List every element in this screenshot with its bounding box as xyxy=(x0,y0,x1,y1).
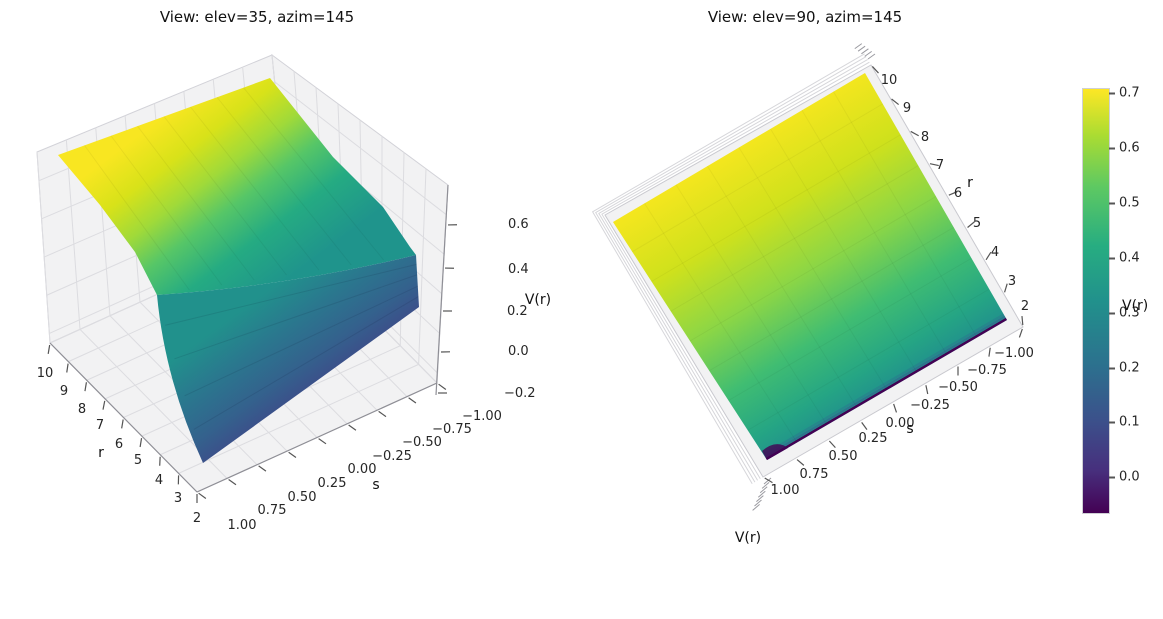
colorbar-gradient: 0.7 0.6 0.5 0.4 0.3 0.2 0.1 0.0 xyxy=(1082,86,1140,514)
r-tick-label: 2 xyxy=(193,511,201,526)
r-tick-label: 10 xyxy=(37,366,54,381)
s-tick-label: 0.00 xyxy=(348,462,377,477)
corner-well-shadow xyxy=(762,444,788,460)
s-tick-label: 0.00 xyxy=(886,416,915,431)
z-tick-label: 0.0 xyxy=(508,344,529,359)
colorbar-tick-label: 0.5 xyxy=(1119,195,1140,211)
z-axis-hatch-marks xyxy=(752,43,876,511)
r-tick-label: 7 xyxy=(96,418,104,433)
colorbar-tick-label: 0.1 xyxy=(1119,414,1140,430)
r-tick-label: 6 xyxy=(115,437,123,452)
colorbar-tick-mark xyxy=(1109,367,1115,369)
colorbar-axis-label: V(r) xyxy=(1122,298,1149,314)
r-tick-label: 4 xyxy=(155,473,163,488)
surface-square xyxy=(613,73,1007,460)
left-plot-title: View: elev=35, azim=145 xyxy=(159,8,355,26)
r-tick-label: 3 xyxy=(174,491,182,506)
s-axis-label: s xyxy=(372,477,379,493)
colorbar-tick-label: 0.0 xyxy=(1119,469,1140,485)
colorbar-tick-mark xyxy=(1109,92,1115,94)
s-tick-label: 1.00 xyxy=(771,483,800,498)
colorbar-tick-label: 0.6 xyxy=(1119,140,1140,156)
s-tick-label: −0.50 xyxy=(402,435,442,450)
surface xyxy=(58,78,419,463)
r-tick-label: 10 xyxy=(881,73,898,88)
r-tick-label: 8 xyxy=(78,402,86,417)
legend: Maxima Minima xyxy=(0,585,1163,613)
surface-cliff-face xyxy=(157,255,419,463)
z-tick-label: 0.6 xyxy=(508,217,529,232)
z-tick-label: 0.4 xyxy=(508,262,529,277)
s-tick-label: 0.50 xyxy=(288,490,317,505)
s-tick-label: −0.25 xyxy=(910,398,950,413)
s-tick-label: 0.25 xyxy=(859,431,888,446)
r-axis-label: r xyxy=(967,175,973,191)
s-tick-label: 0.25 xyxy=(318,476,347,491)
r-tick-label: 9 xyxy=(903,101,911,116)
colorbar-tick-label: 0.4 xyxy=(1119,250,1140,266)
s-tick-label: 0.75 xyxy=(258,503,287,518)
surface-top-view xyxy=(613,73,1007,461)
axis-lines xyxy=(49,184,449,493)
colorbar-tick-mark xyxy=(1109,421,1115,423)
surface-mesh xyxy=(84,87,419,430)
z-tick-label: −0.2 xyxy=(504,386,536,401)
colorbar-tick-mark xyxy=(1109,147,1115,149)
r-tick-label: 3 xyxy=(1008,274,1016,289)
r-tick-label: 8 xyxy=(921,130,929,145)
colorbar-tick-mark xyxy=(1109,476,1115,478)
r-tick-label: 9 xyxy=(60,384,68,399)
colorbar-tick-label: 0.3 xyxy=(1119,305,1140,321)
s-tick-label: 1.00 xyxy=(228,518,257,533)
surface-mesh-top-view xyxy=(631,91,990,443)
z-axis-label: V(r) xyxy=(525,292,551,308)
r-tick-label: 2 xyxy=(1021,299,1029,314)
r-tick-label: 6 xyxy=(954,186,962,201)
r-tick-label: 5 xyxy=(134,453,142,468)
r-tick-label: 4 xyxy=(991,245,999,260)
s-tick-label: −0.50 xyxy=(938,380,978,395)
r-tick-label: 7 xyxy=(936,158,944,173)
colorbar-tick-mark xyxy=(1109,257,1115,259)
s-tick-label: −0.25 xyxy=(372,449,412,464)
right-plot-title: View: elev=90, azim=145 xyxy=(707,8,903,26)
colorbar-tick-mark xyxy=(1109,312,1115,314)
s-tick-label: −0.75 xyxy=(432,422,472,437)
r-axis-label: r xyxy=(98,445,104,461)
s-tick-label: −1.00 xyxy=(994,346,1034,361)
colorbar-tick-mark xyxy=(1109,202,1115,204)
surface-top-sheet xyxy=(58,78,416,295)
s-axis-label: s xyxy=(906,421,913,437)
s-tick-label: −1.00 xyxy=(462,409,502,424)
s-tick-label: 0.50 xyxy=(829,449,858,464)
s-tick-label: 0.75 xyxy=(800,467,829,482)
z-axis-label: V(r) xyxy=(735,530,761,546)
colorbar-tick-label: 0.7 xyxy=(1119,85,1140,101)
r-tick-label: 5 xyxy=(973,216,981,231)
colorbar-tick-label: 0.2 xyxy=(1119,360,1140,376)
s-tick-label: −0.75 xyxy=(967,363,1007,378)
z-tick-label: 0.2 xyxy=(507,304,528,319)
